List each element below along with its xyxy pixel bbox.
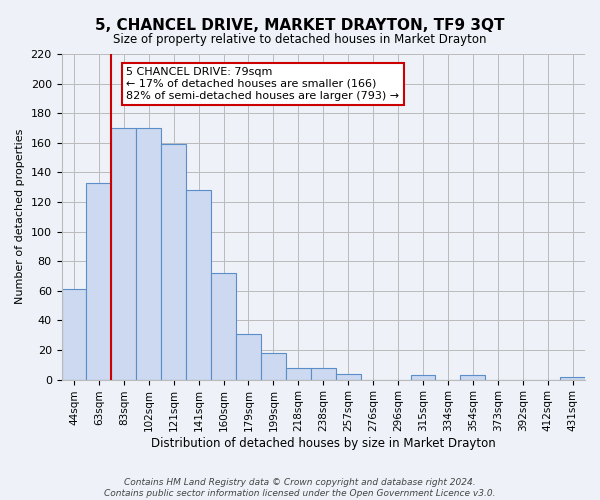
X-axis label: Distribution of detached houses by size in Market Drayton: Distribution of detached houses by size … bbox=[151, 437, 496, 450]
Bar bbox=[410, 375, 436, 380]
Text: 5, CHANCEL DRIVE, MARKET DRAYTON, TF9 3QT: 5, CHANCEL DRIVE, MARKET DRAYTON, TF9 3Q… bbox=[95, 18, 505, 32]
Text: Contains HM Land Registry data © Crown copyright and database right 2024.
Contai: Contains HM Land Registry data © Crown c… bbox=[104, 478, 496, 498]
Bar bbox=[336, 374, 361, 380]
Text: 5 CHANCEL DRIVE: 79sqm
← 17% of detached houses are smaller (166)
82% of semi-de: 5 CHANCEL DRIVE: 79sqm ← 17% of detached… bbox=[127, 68, 400, 100]
Bar bbox=[186, 190, 211, 380]
Y-axis label: Number of detached properties: Number of detached properties bbox=[15, 129, 25, 304]
Bar bbox=[161, 144, 186, 380]
Bar bbox=[211, 273, 236, 380]
Bar bbox=[261, 353, 286, 380]
Text: Size of property relative to detached houses in Market Drayton: Size of property relative to detached ho… bbox=[113, 32, 487, 46]
Bar bbox=[460, 375, 485, 380]
Bar bbox=[286, 368, 311, 380]
Bar bbox=[311, 368, 336, 380]
Bar bbox=[560, 376, 585, 380]
Bar bbox=[112, 128, 136, 380]
Bar bbox=[62, 290, 86, 380]
Bar bbox=[236, 334, 261, 380]
Bar bbox=[86, 183, 112, 380]
Bar bbox=[136, 128, 161, 380]
